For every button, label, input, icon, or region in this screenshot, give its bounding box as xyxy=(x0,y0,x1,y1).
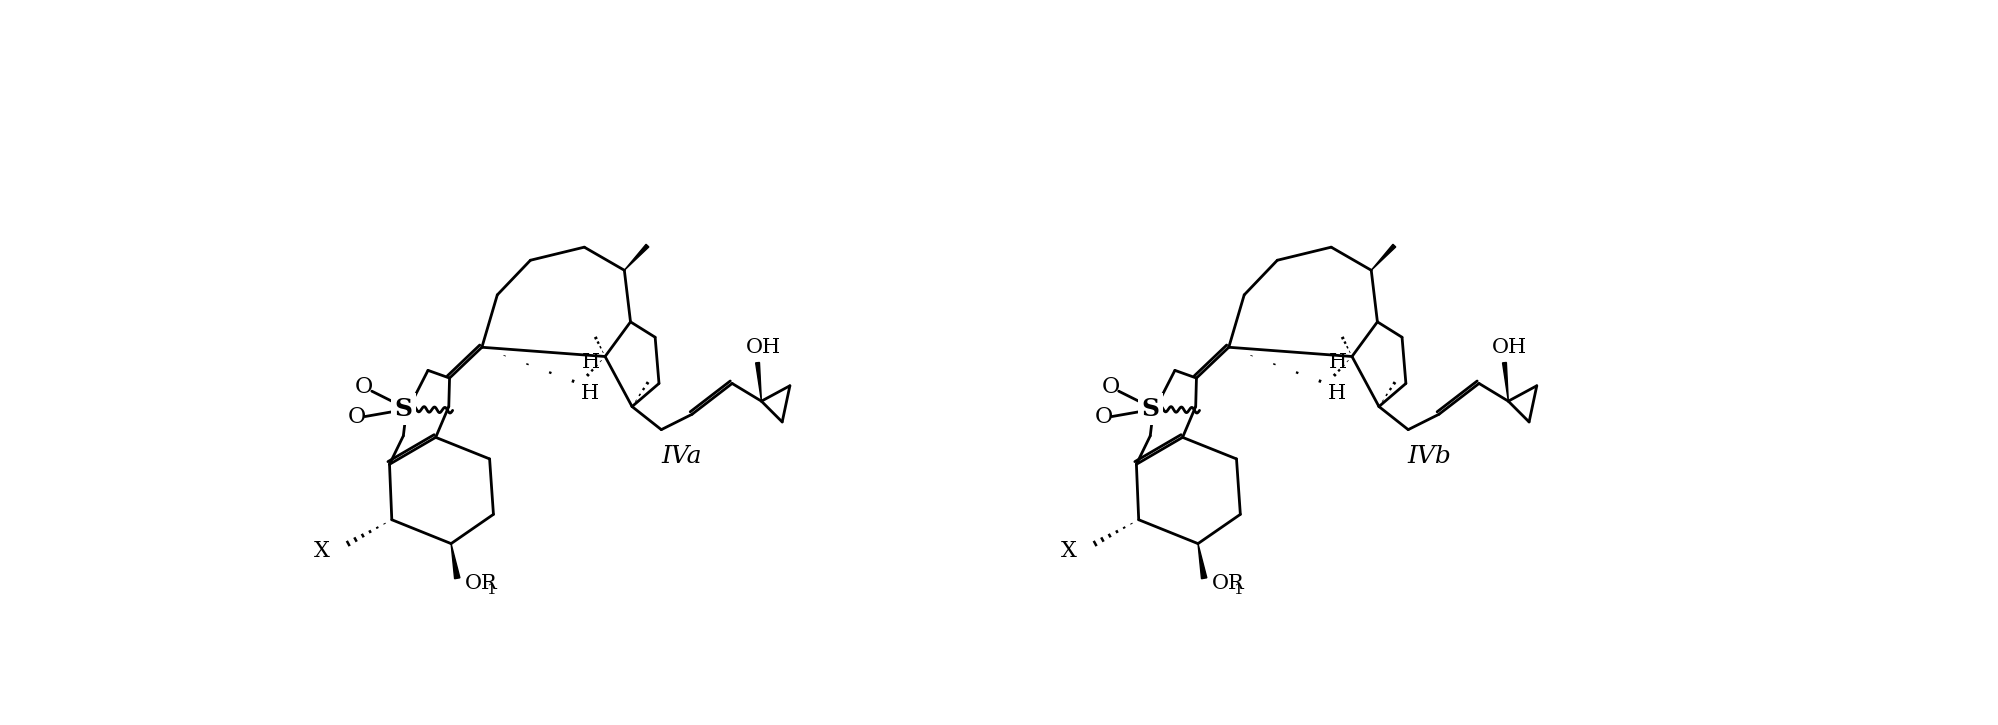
Polygon shape xyxy=(1199,544,1207,579)
Text: O: O xyxy=(1095,405,1113,428)
Polygon shape xyxy=(1371,244,1397,270)
Text: X: X xyxy=(314,540,330,563)
Text: OR: OR xyxy=(1213,574,1245,593)
Text: X: X xyxy=(1061,540,1077,563)
Text: H: H xyxy=(581,353,599,372)
Text: S: S xyxy=(1141,397,1159,420)
Polygon shape xyxy=(1502,362,1508,401)
Text: OH: OH xyxy=(1493,338,1526,357)
Polygon shape xyxy=(452,544,460,579)
Text: 1: 1 xyxy=(1233,583,1243,597)
Text: IVa: IVa xyxy=(661,445,703,468)
Text: H: H xyxy=(581,384,599,403)
Text: OR: OR xyxy=(466,574,498,593)
Text: O: O xyxy=(348,405,366,428)
Polygon shape xyxy=(755,362,761,401)
Text: H: H xyxy=(1327,384,1347,403)
Text: S: S xyxy=(394,397,412,420)
Text: OH: OH xyxy=(745,338,781,357)
Text: H: H xyxy=(1329,353,1347,372)
Text: O: O xyxy=(356,376,374,398)
Text: IVb: IVb xyxy=(1407,445,1451,468)
Text: 1: 1 xyxy=(486,583,496,597)
Polygon shape xyxy=(623,244,649,270)
Text: O: O xyxy=(1101,376,1121,398)
